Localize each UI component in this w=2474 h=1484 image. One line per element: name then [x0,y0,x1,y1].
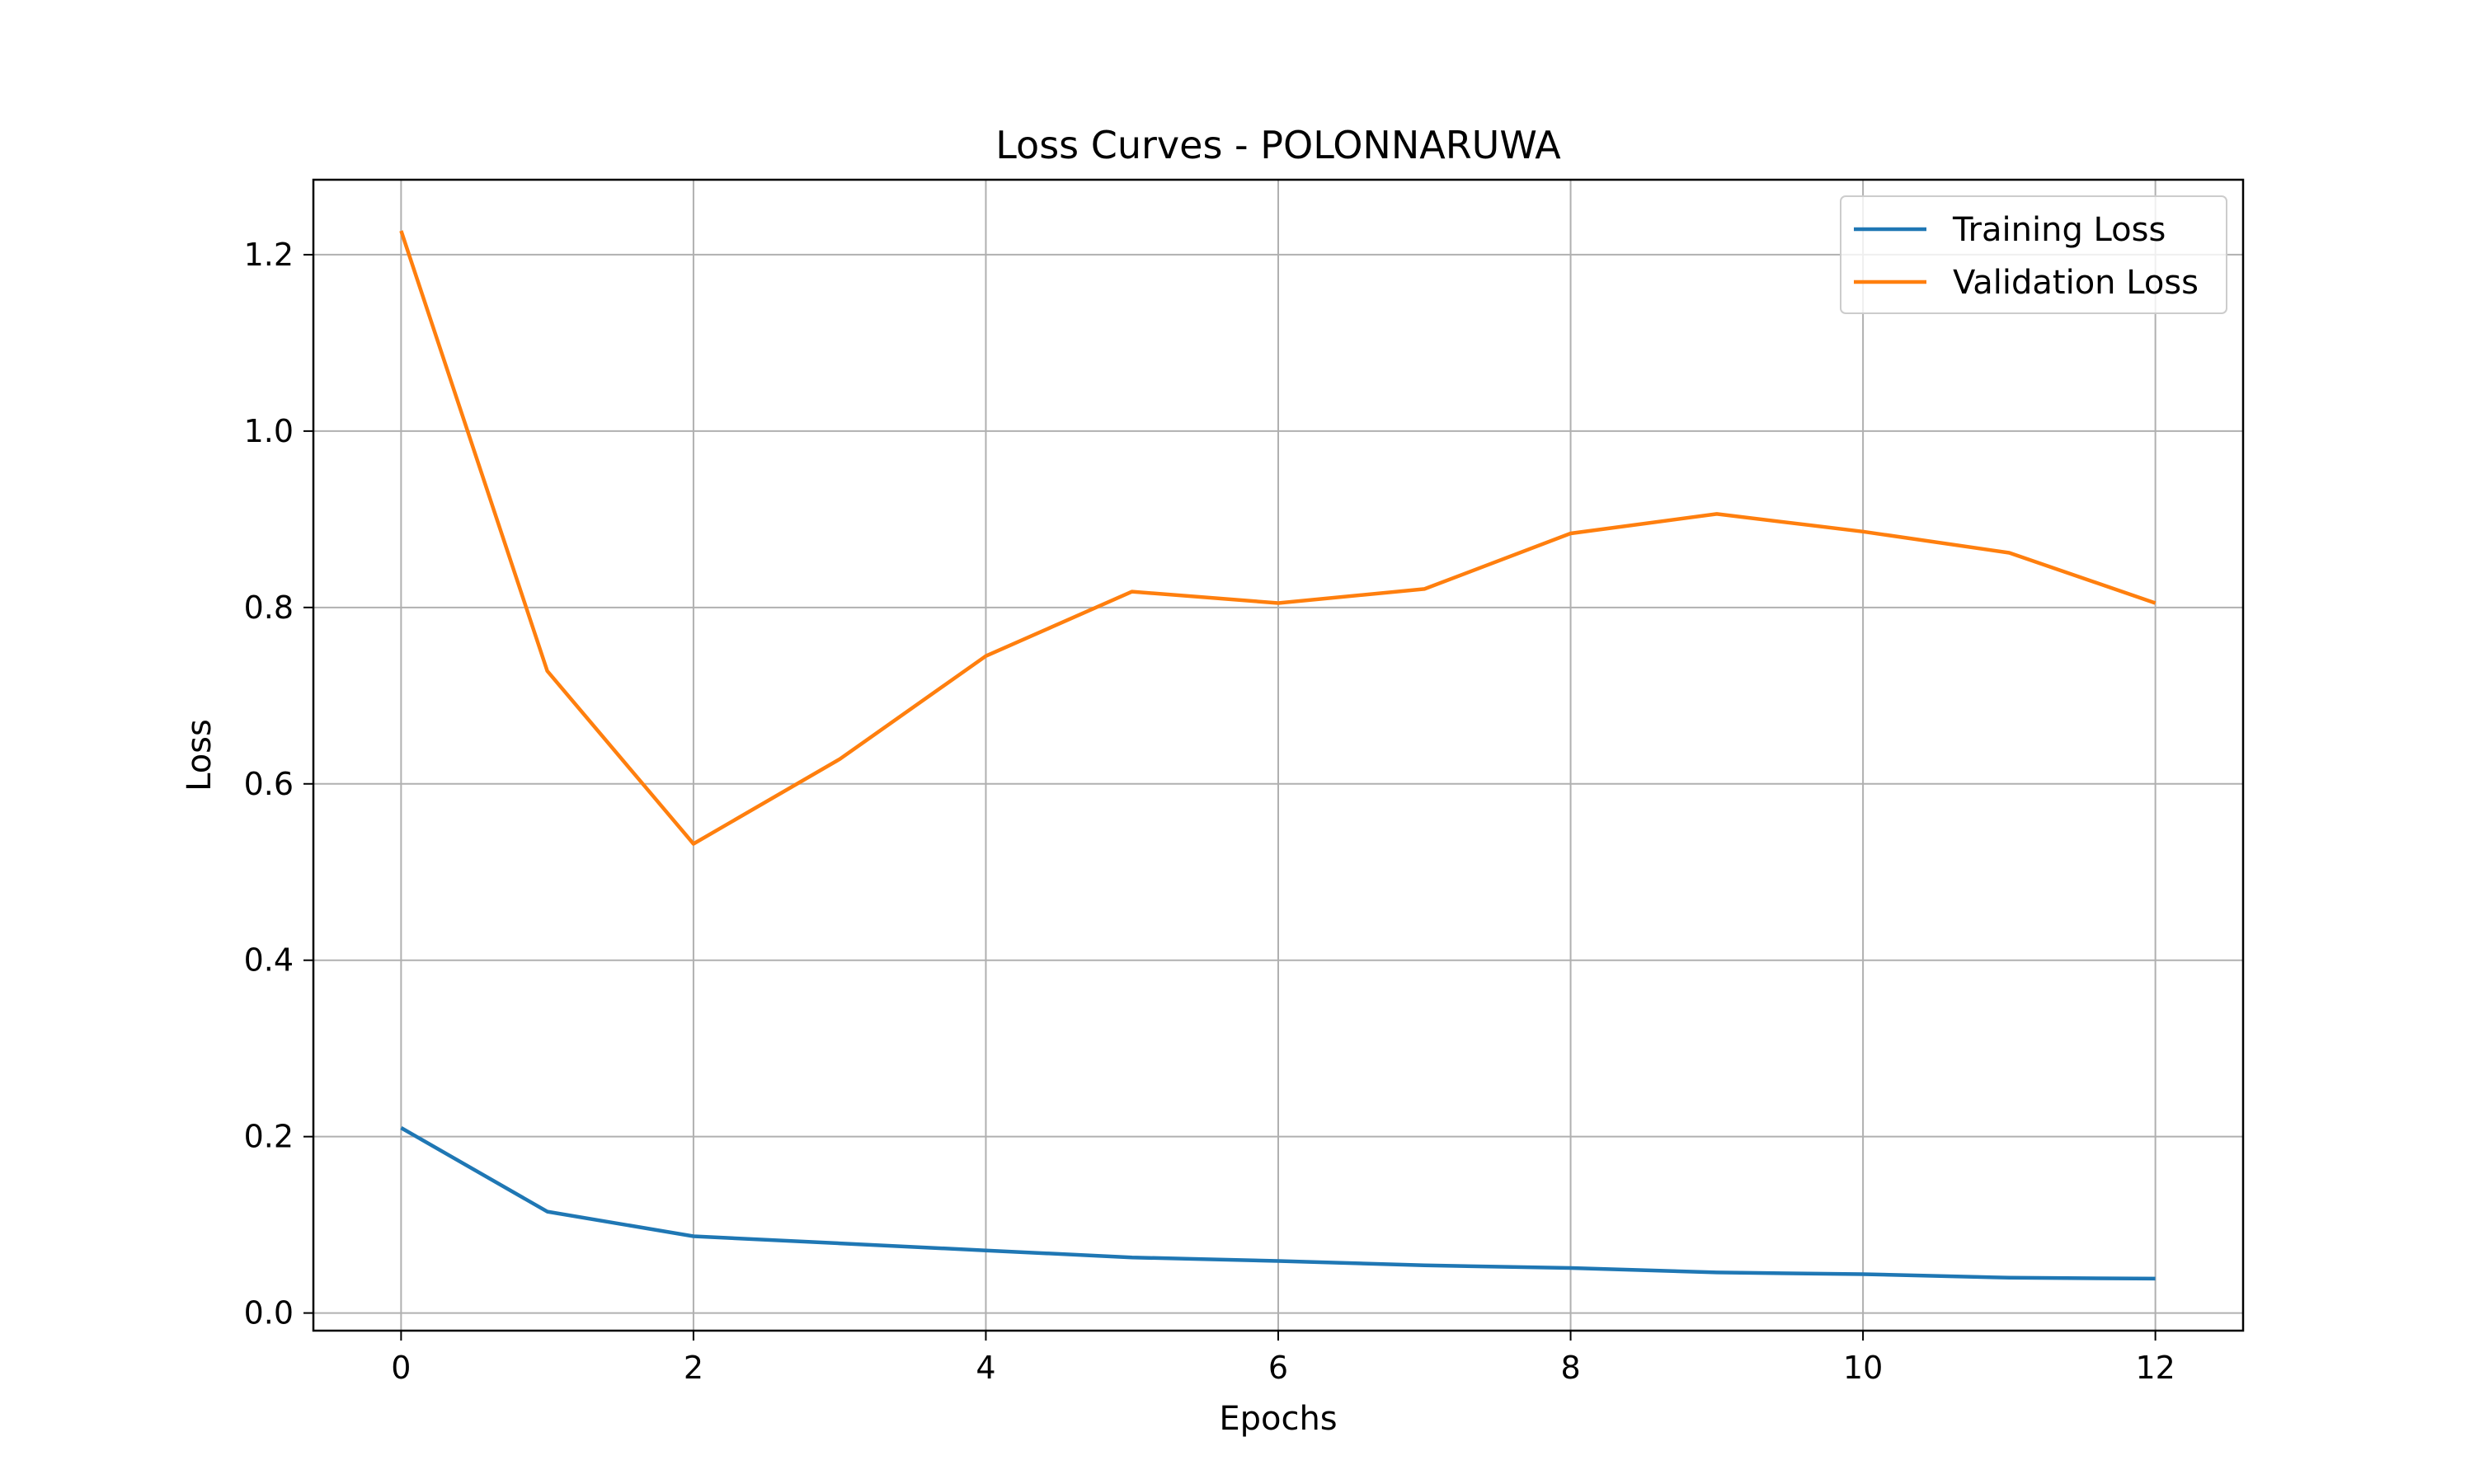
legend-box [1840,195,2227,314]
legend-label: Training Loss [1952,211,2166,249]
series-layer [399,230,2157,1281]
y-axis-title: Loss [181,719,219,791]
y-tick-label: 0.4 [244,942,294,979]
y-tick-label: 0.0 [244,1295,294,1331]
y-tick-label: 0.2 [244,1119,294,1155]
legend-label: Validation Loss [1953,264,2199,302]
ticks: 0 2 4 6 8 10 12 0.0 0.2 0.4 0.6 0.8 1.0 1.2 [244,237,2175,1386]
grid [313,180,2243,1331]
y-tick-label: 0.6 [244,766,294,802]
y-tick-label: 0.8 [244,589,294,626]
y-tick-label: 1.2 [244,237,294,273]
y-tick-label: 1.0 [244,413,294,449]
x-tick-label: 6 [1268,1350,1288,1386]
series-line-validation-loss [399,230,2157,846]
x-tick-label: 10 [1843,1350,1883,1386]
chart-title: Loss Curves - POLONNARUWA [995,123,1561,167]
x-tick-label: 4 [976,1350,995,1386]
x-axis-title: Epochs [1219,1400,1337,1438]
x-tick-label: 12 [2135,1350,2175,1386]
x-tick-label: 0 [391,1350,411,1386]
x-tick-label: 2 [684,1350,703,1386]
x-tick-label: 8 [1560,1350,1580,1386]
series-line-training-loss [400,1126,2156,1281]
legend: Training Loss Validation Loss [1840,195,2227,314]
